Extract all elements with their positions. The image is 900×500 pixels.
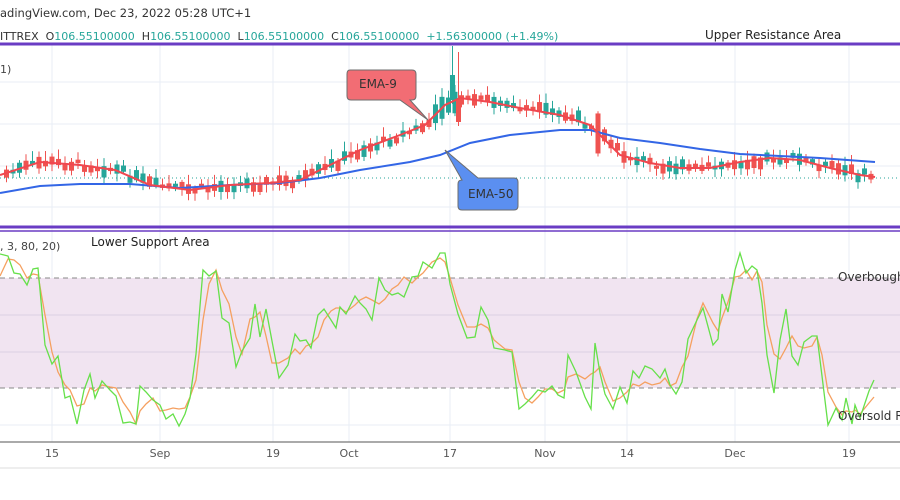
x-tick-label: Dec xyxy=(724,447,746,460)
indicator-params-main: 1) xyxy=(0,63,12,76)
symbol-label: ITTREX xyxy=(0,30,39,43)
stochastic-params: , 3, 80, 20) xyxy=(0,240,61,253)
ema9-label: EMA-9 xyxy=(359,77,397,91)
x-tick-label: 15 xyxy=(45,447,59,460)
stoch-d-line xyxy=(0,257,875,426)
stoch-k-line xyxy=(0,250,875,428)
oversold-label: Oversold R xyxy=(838,409,900,423)
x-tick-label: 19 xyxy=(266,447,280,460)
ohlc-legend: ITTREX O106.55100000 H106.55100000 L106.… xyxy=(0,30,559,43)
x-tick-label: 19 xyxy=(842,447,856,460)
x-tick-label: 14 xyxy=(620,447,634,460)
ema9-callout xyxy=(346,69,429,121)
x-tick-label: Oct xyxy=(339,447,359,460)
ema50-callout xyxy=(444,149,519,211)
overbought-label: Overbought xyxy=(838,270,900,284)
chart-source-timestamp: adingView.com, Dec 23, 2022 05:28 UTC+1 xyxy=(0,6,252,20)
lower-support-label: Lower Support Area xyxy=(91,235,210,249)
x-tick-label: Nov xyxy=(534,447,556,460)
open-value: 106.55100000 xyxy=(54,30,135,43)
high-value: 106.55100000 xyxy=(150,30,231,43)
x-tick-label: 17 xyxy=(443,447,457,460)
x-tick-label: Sep xyxy=(149,447,171,460)
upper-resistance-label: Upper Resistance Area xyxy=(705,28,842,42)
ema9-line xyxy=(0,96,876,192)
stochastic-band xyxy=(0,278,900,388)
close-value: 106.55100000 xyxy=(338,30,420,43)
low-value: 106.55100000 xyxy=(243,30,325,43)
ema50-label: EMA-50 xyxy=(468,187,514,201)
change-value: +1.56300000 (+1.49%) xyxy=(426,30,559,43)
